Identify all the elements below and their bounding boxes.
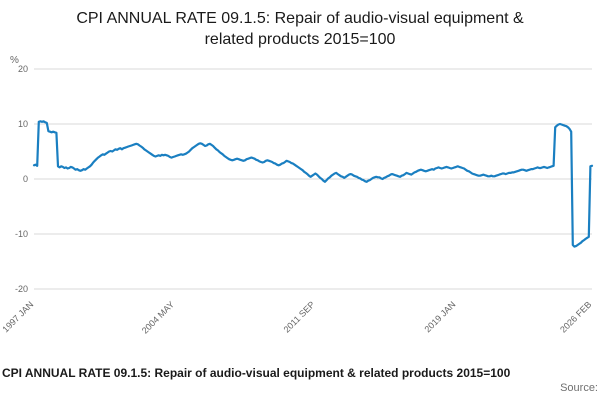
x-tick-label: 2004 MAY: [140, 299, 176, 335]
gridlines: [34, 68, 592, 290]
y-tick-label: 10: [18, 119, 28, 129]
chart-svg: % 20 10 0 -10 -20 1997 JAN 2004 MAY 2011 SEP 20…: [0, 55, 594, 336]
series-line: [32, 119, 594, 248]
chart-footer: CPI ANNUAL RATE 09.1.5: Repair of audio-…: [0, 366, 600, 394]
data-series-polyline: [32, 119, 594, 248]
y-axis-unit-label: %: [10, 55, 19, 66]
y-tick-label: -10: [15, 229, 28, 239]
source-label: Source:: [560, 382, 598, 394]
chart-title: CPI ANNUAL RATE 09.1.5: Repair of audio-…: [76, 10, 524, 48]
footer-caption: CPI ANNUAL RATE 09.1.5: Repair of audio-…: [2, 366, 511, 380]
x-tick-label: 2026 FEB: [558, 299, 593, 334]
y-tick-label: 20: [18, 64, 28, 74]
x-tick-label: 1997 JAN: [0, 299, 35, 334]
y-axis-tick-labels: 20 10 0 -10 -20: [15, 64, 28, 294]
x-tick-label: 2019 JAN: [422, 299, 457, 334]
y-tick-label: 0: [23, 174, 28, 184]
x-tick-label: 2011 SEP: [282, 299, 317, 334]
y-tick-label: -20: [15, 284, 28, 294]
x-axis-tick-labels: 1997 JAN 2004 MAY 2011 SEP 2019 JAN 2026 FEB: [0, 299, 593, 335]
